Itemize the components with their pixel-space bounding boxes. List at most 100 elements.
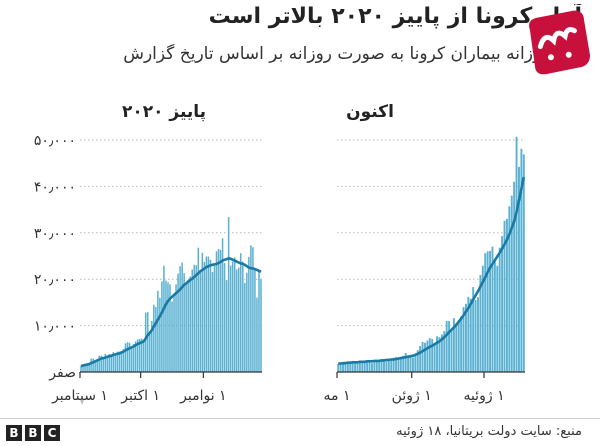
publisher-logo-icon [529,10,591,75]
bar [84,364,86,372]
bar [450,328,453,372]
x-tick-label: ۱ مه [324,388,351,404]
bar [363,360,366,372]
bar [187,282,189,372]
bar [370,363,373,372]
bar [518,166,520,372]
bar [175,284,177,372]
bar [358,362,361,372]
bar [419,346,422,372]
bar [177,273,179,372]
bar [144,312,147,372]
bar [110,354,113,372]
bar [337,364,340,372]
panel-title: پاییز ۲۰۲۰ [122,102,206,122]
bar [248,256,250,372]
x-tick-label: ۱ اکتبر [120,388,160,404]
bar [244,282,246,372]
bar [440,334,443,372]
bar [402,355,405,372]
bar [477,297,479,372]
bar [501,236,504,372]
bar [375,359,378,372]
x-tick-label: ۱ ژوئیه [463,388,504,404]
x-tick-label: ۱ ژوئن [392,388,432,404]
bar [80,365,82,372]
bar [508,206,511,372]
bar [380,359,383,372]
bar [260,279,262,372]
bar [385,361,388,372]
bar [510,195,513,372]
y-tick-label: ۴۰٫۰۰۰ [34,179,76,195]
bar [132,344,135,372]
bar [505,218,508,372]
bar [387,359,390,372]
bar [349,363,352,372]
bar [462,307,465,372]
bar [112,352,115,372]
bar [438,337,441,372]
bar [199,271,202,372]
bar [181,262,183,372]
average-line [338,176,526,365]
bar [157,290,159,372]
bar [395,357,398,372]
bar [421,341,424,372]
bar [173,294,175,372]
y-tick-label: ۱۰٫۰۰۰ [34,319,76,335]
bar [467,296,470,372]
bar [351,360,354,372]
y-tick-label: ۵۰٫۰۰۰ [34,133,76,149]
bar [96,359,98,372]
bar [256,297,258,372]
bar [445,320,448,372]
bar [436,336,438,372]
bar [383,359,385,372]
bar [493,260,496,372]
bar [90,358,92,372]
bar [203,262,206,372]
bar [404,352,407,372]
bar [344,361,347,372]
bar [159,297,161,372]
bar [114,355,117,372]
bar [428,338,431,372]
bar [227,217,230,372]
panel-title: اکنون [346,102,394,122]
bar [378,360,381,372]
bar [368,361,371,372]
bar [134,341,137,372]
bar [225,280,228,372]
bar [392,357,395,372]
bar [209,259,212,372]
bar [207,256,210,372]
x-tick-label: ۱ نوامبر [179,388,226,404]
bar [142,339,145,372]
bar [165,280,167,372]
bar [118,351,121,372]
bar [246,272,248,372]
bar [98,355,100,372]
bar [191,269,193,372]
bar [426,340,429,372]
bar [254,268,256,372]
bar [354,361,357,372]
bar [489,250,492,372]
bar [407,356,410,372]
bar [452,318,455,372]
bar [128,342,131,372]
bar [399,356,402,372]
bar [414,353,417,372]
bar [346,362,349,372]
bar [356,361,359,372]
bar [102,356,105,372]
bar [155,307,157,372]
bar [474,300,477,372]
y-tick-label: ۳۰٫۰۰۰ [34,226,76,242]
bar [229,265,232,372]
bar [409,355,412,372]
bar [416,350,419,372]
bar [457,320,460,372]
charts-canvas: صفر ۱۰٫۰۰۰ ۲۰٫۰۰۰ ۳۰٫۰۰۰ ۴۰٫۰۰۰ ۵۰٫۰۰۰ ۱ سپتام… [34,102,526,404]
